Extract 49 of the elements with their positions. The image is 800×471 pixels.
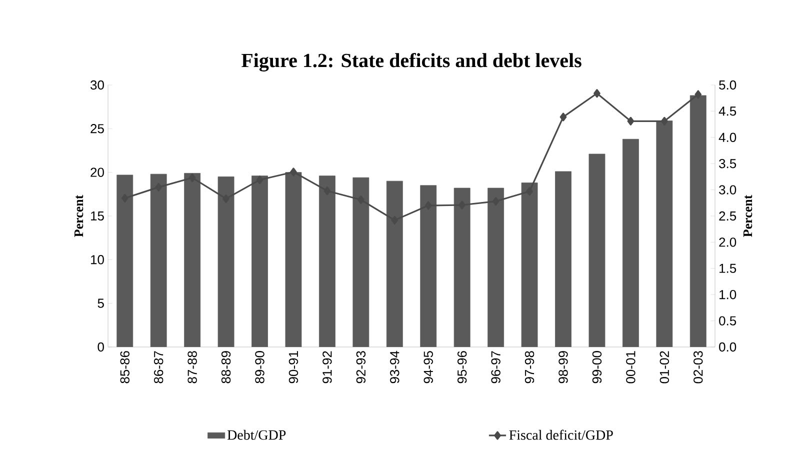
y2-tick-label: 4.5 <box>718 106 736 116</box>
x-tick-label: 93-94 <box>390 350 400 384</box>
y-tick-label: 0 <box>98 342 104 352</box>
x-tick-label: 86-87 <box>154 351 164 384</box>
chart-title: Figure 1.2: State deficits and debt levels <box>241 52 582 72</box>
y2-axis-title: Percent <box>743 194 752 237</box>
point <box>256 176 264 184</box>
x-tick-label: 00-01 <box>626 351 636 384</box>
point <box>560 112 567 122</box>
y-tick-label: 20 <box>90 168 104 177</box>
x-tick-label: 94-95 <box>424 351 433 384</box>
x-tick-label: 87-88 <box>188 351 197 384</box>
point <box>694 90 702 99</box>
y2-tick-label: 3.0 <box>719 185 736 194</box>
y2-tick-label: 5.0 <box>719 80 736 90</box>
x-tick-label: 95-96 <box>457 351 467 384</box>
y2-tick-label: 0.5 <box>719 316 736 326</box>
y-tick-label: 25 <box>90 124 104 134</box>
y2-tick-label: 4.0 <box>718 132 736 142</box>
x-tick-label: 02-03 <box>694 351 703 384</box>
x-tick-label: 85-86 <box>120 351 130 384</box>
legend-label: Debt/GDP <box>227 430 286 440</box>
y-tick-label: 30 <box>90 80 104 90</box>
y2-tick-label: 2.0 <box>719 238 736 247</box>
x-tick-label: 91-92 <box>322 351 332 384</box>
x-tick-label: 96-97 <box>491 351 500 384</box>
point <box>290 168 297 176</box>
y2-tick-label: 2.5 <box>719 211 736 221</box>
point <box>660 116 668 126</box>
point <box>627 116 634 126</box>
point <box>594 89 600 98</box>
x-tick-label: 89-90 <box>255 351 264 384</box>
x-tick-label: 88-89 <box>221 351 231 384</box>
point <box>188 173 196 182</box>
y-tick-label: 10 <box>90 255 104 264</box>
x-tick-label: 99-00 <box>592 351 602 384</box>
y2-tick-label: 0.0 <box>719 342 736 352</box>
x-tick-label: 01-02 <box>660 351 670 384</box>
y2-tick-label: 1.0 <box>720 290 736 300</box>
x-tick-label: 90-91 <box>288 351 298 384</box>
y-axis-title: Percent <box>74 194 84 237</box>
y-tick-label: 5 <box>98 298 104 308</box>
legend-label: Fiscal deficit/GDP <box>509 430 613 440</box>
x-tick-label: 98-99 <box>558 351 568 384</box>
y2-tick-label: 3.5 <box>719 158 736 168</box>
x-tick-label: 92-93 <box>356 351 366 384</box>
x-tick-label: 97-98 <box>524 351 534 384</box>
y2-tick-label: 1.5 <box>720 264 736 273</box>
y-tick-label: 15 <box>90 211 104 221</box>
